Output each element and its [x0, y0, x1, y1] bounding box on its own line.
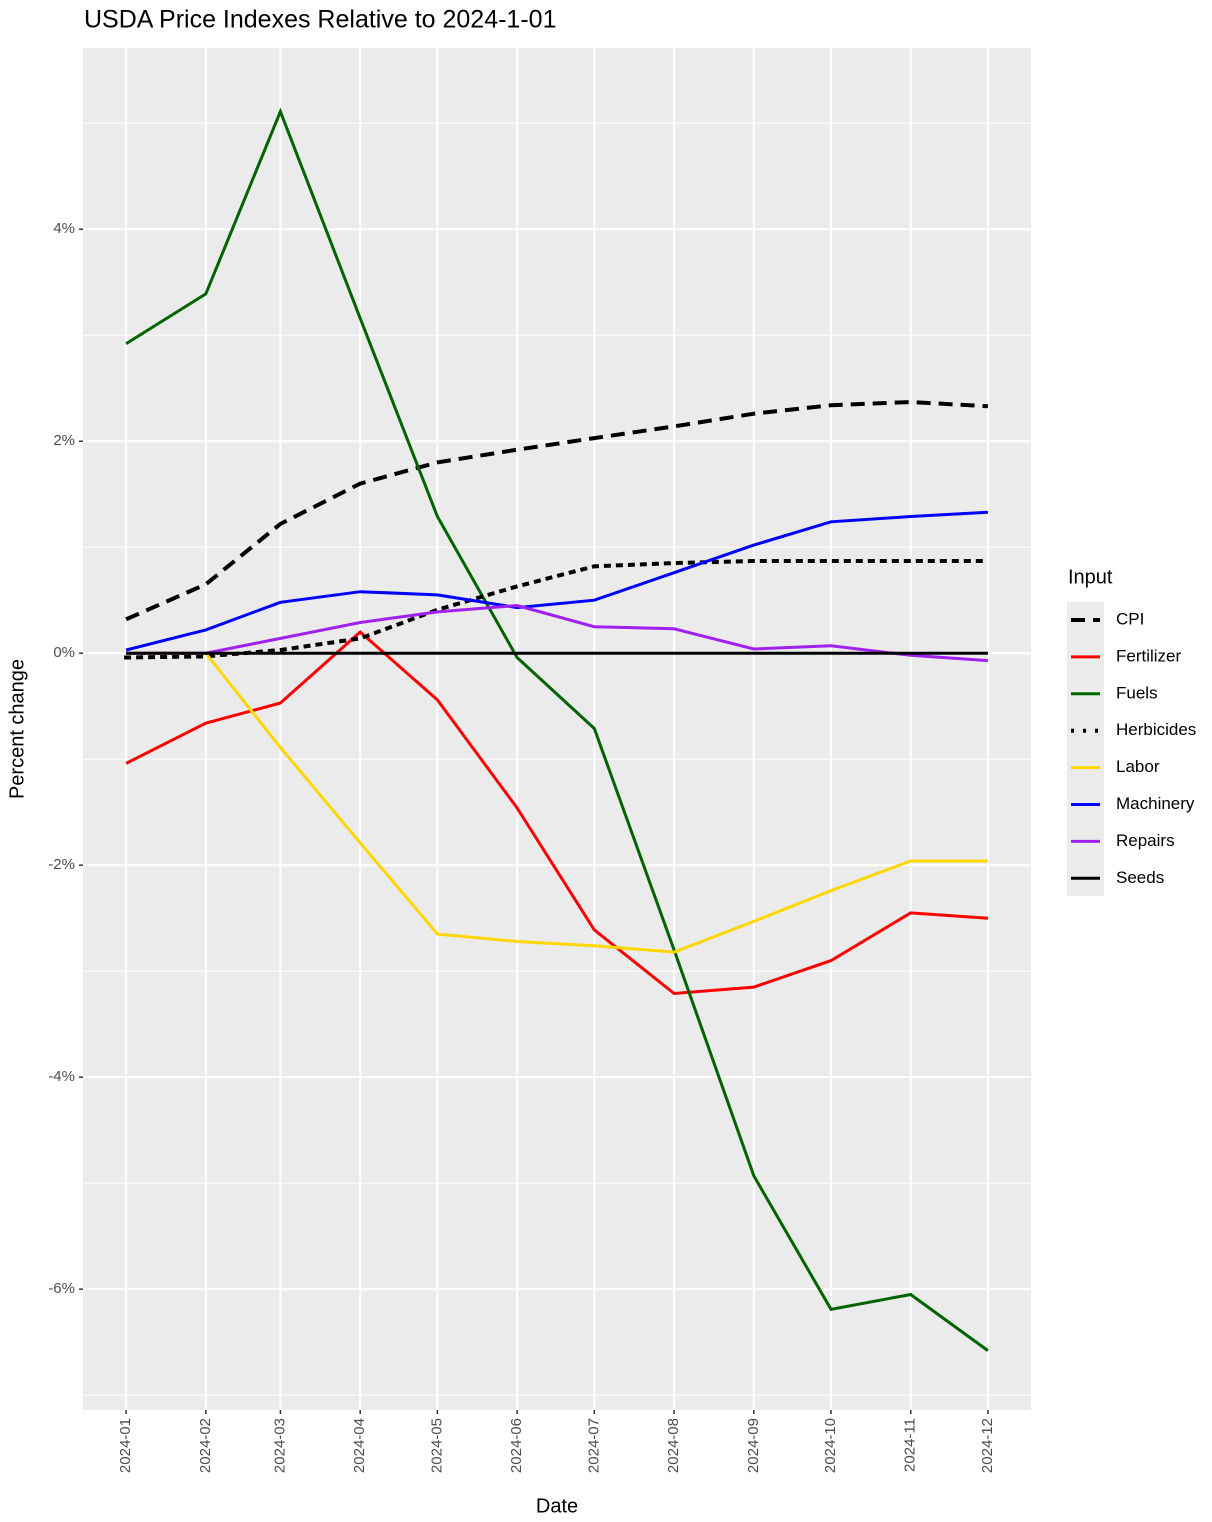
legend-label: Fuels: [1116, 683, 1158, 702]
series-line: [126, 603, 989, 663]
y-axis-label: Percent change: [6, 659, 28, 799]
y-tick-label: -6%: [48, 1280, 75, 1297]
legend-label: Fertilizer: [1116, 646, 1182, 665]
y-tick-label: 4%: [53, 220, 75, 237]
x-axis-label: Date: [536, 1495, 578, 1517]
x-tick-label: 2024-04: [351, 1418, 368, 1473]
x-tick-label: 2024-01: [117, 1418, 134, 1473]
y-tick-label: -4%: [48, 1068, 75, 1085]
series-line: [126, 651, 988, 954]
series-line: [125, 107, 989, 1352]
legend-label: Herbicides: [1116, 720, 1196, 739]
legend-title: Input: [1068, 566, 1113, 588]
y-tick-label: -2%: [48, 856, 75, 873]
x-tick-label: 2024-11: [902, 1418, 919, 1472]
x-tick-label: 2024-02: [197, 1418, 214, 1473]
legend-label: Machinery: [1116, 794, 1195, 813]
chart-title: USDA Price Indexes Relative to 2024-1-01: [84, 6, 556, 34]
x-tick-label: 2024-05: [428, 1418, 445, 1473]
panel: [83, 48, 1031, 1410]
series-line: [124, 559, 990, 660]
legend-label: CPI: [1116, 609, 1144, 628]
x-tick-label: 2024-03: [271, 1418, 288, 1473]
series-line: [125, 399, 989, 622]
series-line: [125, 629, 989, 996]
series-line: [125, 510, 988, 652]
x-tick-label: 2024-12: [979, 1418, 996, 1473]
legend-key-background: [1067, 602, 1104, 896]
x-tick-label: 2024-08: [665, 1418, 682, 1473]
x-tick-label: 2024-06: [508, 1418, 525, 1473]
legend-label: Labor: [1116, 757, 1160, 776]
y-tick-label: 0%: [53, 644, 75, 661]
legend-label: Seeds: [1116, 868, 1164, 887]
x-tick-label: 2024-09: [745, 1418, 762, 1473]
legend-label: Repairs: [1116, 831, 1175, 850]
x-tick-label: 2024-07: [585, 1418, 602, 1473]
x-tick-label: 2024-10: [822, 1418, 839, 1473]
y-tick-label: 2%: [53, 432, 75, 449]
